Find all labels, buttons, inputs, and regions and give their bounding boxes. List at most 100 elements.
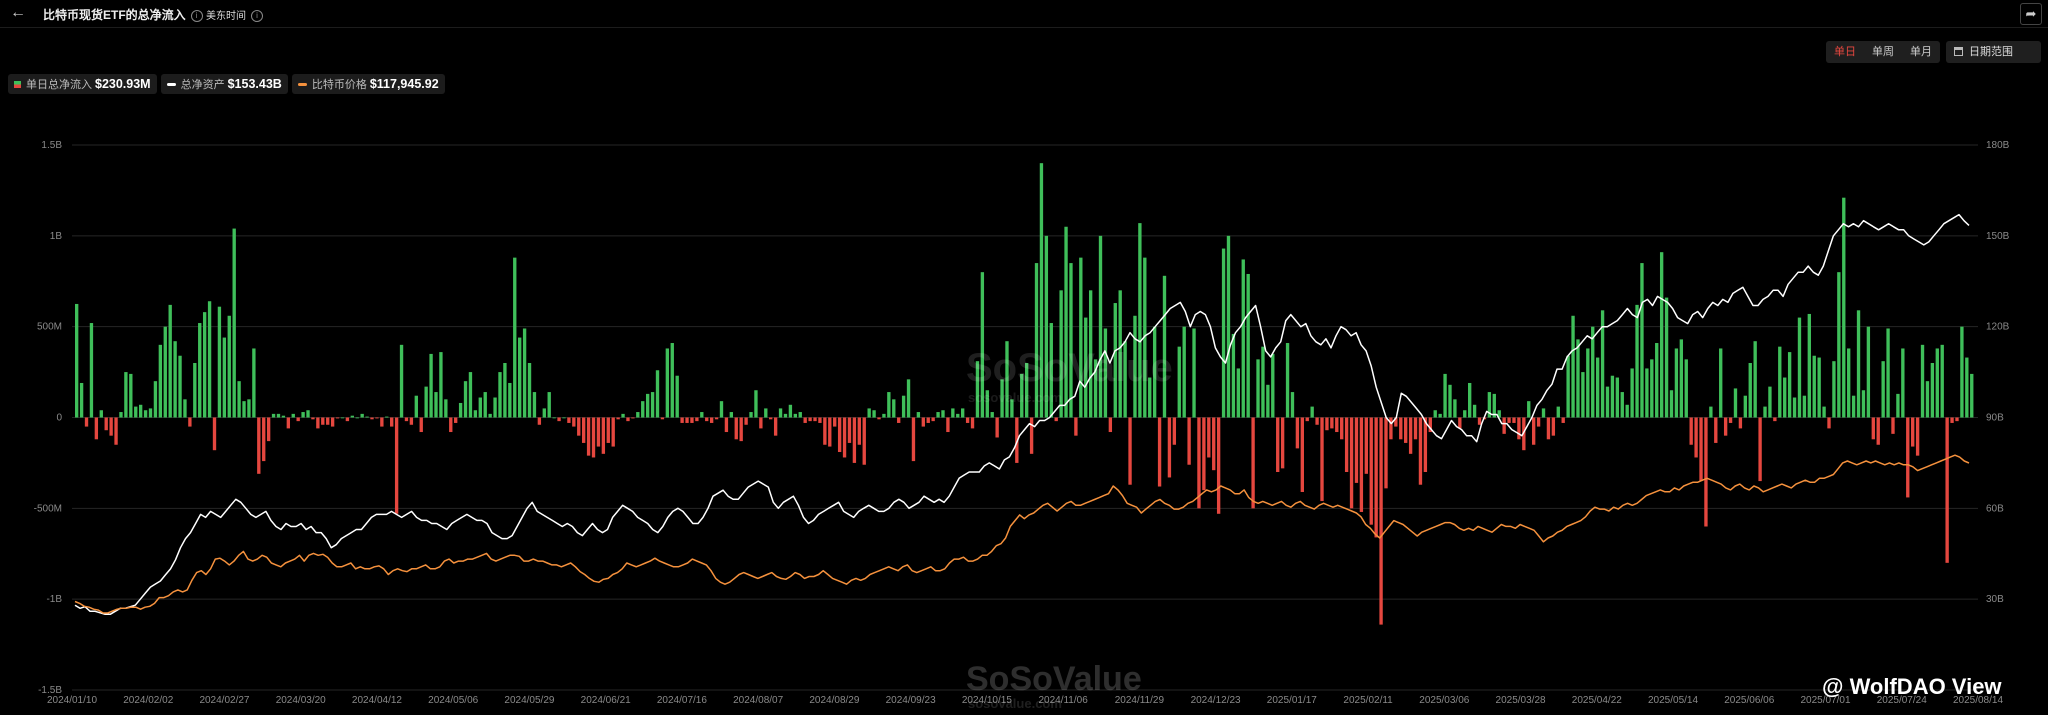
outflow-bar [1827, 417, 1831, 429]
inflow-bar [778, 408, 783, 418]
timezone-text: 美东时间 [206, 11, 246, 22]
outflow-bar [1704, 417, 1708, 527]
outflow-bar [1054, 417, 1058, 422]
inflow-bar [1133, 315, 1137, 418]
inflow-bar [1581, 372, 1585, 418]
inflow-bar [1684, 359, 1688, 418]
inflow-bar [1856, 310, 1861, 418]
outflow-bar [1340, 417, 1344, 440]
outflow-bar [877, 417, 881, 420]
inflow-bar [956, 413, 960, 418]
inflow-bar [124, 372, 128, 418]
outflow-bar [1517, 417, 1521, 440]
watermark-center: SoSoValue [966, 346, 1173, 390]
x-tick-label: 2024/02/27 [199, 695, 249, 706]
outflow-bar [1300, 417, 1304, 492]
outflow-bar [995, 417, 999, 438]
x-tick-label: 2025/05/14 [1648, 695, 1698, 706]
inflow-bar [340, 417, 345, 419]
tab-monthly[interactable]: 单月 [1910, 46, 1932, 58]
inflow-bar [650, 392, 655, 418]
outflow-bar [1551, 417, 1556, 436]
outflow-bar [1172, 417, 1177, 445]
page-title-text: 比特币现货ETF的总净流入 [43, 8, 186, 22]
inflow-bar [1079, 257, 1083, 418]
inflow-bar [306, 410, 310, 418]
tab-daily[interactable]: 单日 [1834, 46, 1856, 58]
inflow-bar [1669, 390, 1674, 418]
inflow-bar [1103, 328, 1108, 418]
outflow-bar [577, 417, 581, 436]
outflow-bar [833, 417, 837, 427]
inflow-bar [1138, 223, 1142, 418]
outflow-bar [1728, 417, 1733, 423]
outflow-bar [1561, 417, 1565, 423]
inflow-bar [1453, 399, 1457, 418]
outflow-bar [404, 417, 409, 422]
timezone-info-icon[interactable]: i [251, 10, 263, 22]
outflow-bar [690, 417, 694, 423]
inflow-bar [1433, 410, 1437, 418]
outflow-bar [695, 417, 699, 422]
outflow-bar [586, 417, 591, 456]
inflow-bar [1787, 352, 1792, 418]
inflow-bar [75, 303, 79, 418]
outflow-bar [409, 417, 414, 425]
date-range-label: 日期范围 [1969, 46, 2013, 58]
inflow-bar [621, 413, 625, 418]
outflow-bar [837, 417, 842, 453]
legend-item-btc-price[interactable]: 比特币价格 $117,945.92 [291, 74, 445, 94]
outflow-bar [1344, 417, 1349, 472]
inflow-bar [1266, 384, 1270, 418]
back-arrow-icon[interactable]: ← [10, 4, 26, 21]
legend-item-net-inflow[interactable]: 单日总净流入 $230.93M [8, 74, 157, 94]
outflow-bar [818, 417, 822, 423]
outflow-bar [1408, 417, 1413, 454]
outflow-bar [1723, 417, 1728, 436]
outflow-bar [1384, 417, 1388, 489]
outflow-bar [1871, 417, 1875, 440]
inflow-bar [1088, 290, 1093, 418]
inflow-bar [163, 326, 167, 418]
outflow-bar [557, 417, 561, 422]
inflow-bar [1886, 328, 1890, 418]
outflow-bar [921, 417, 925, 427]
inflow-bar [665, 348, 670, 418]
x-tick-label: 2024/11/29 [1115, 695, 1165, 706]
inflow-bar [1610, 375, 1615, 418]
outflow-bar [1369, 417, 1373, 525]
inflow-bar [1615, 377, 1620, 418]
tab-weekly[interactable]: 单周 [1872, 46, 1894, 58]
outflow-bar [631, 417, 635, 419]
inflow-bar [143, 410, 148, 418]
inflow-bar [473, 410, 478, 418]
date-range-button[interactable]: 日期范围 [1946, 41, 2041, 63]
inflow-bar [227, 315, 231, 418]
outflow-bar [759, 417, 763, 429]
inflow-bar [867, 408, 871, 418]
outflow-bar [739, 417, 743, 442]
outflow-bar [1207, 417, 1211, 458]
inflow-bar [1659, 252, 1664, 418]
inflow-bar [271, 413, 276, 418]
x-tick-label: 2025/01/17 [1267, 695, 1317, 706]
inflow-bar [232, 228, 236, 418]
info-icon[interactable]: i [190, 10, 203, 22]
legend-item-net-assets[interactable]: 总净资产 $153.43B [160, 74, 288, 94]
inflow-bar [424, 386, 428, 418]
outflow-bar [1315, 417, 1319, 425]
outflow-bar [1507, 417, 1511, 423]
share-icon[interactable]: ➦ [2020, 3, 2042, 25]
inflow-bar [1719, 348, 1723, 418]
outflow-bar [1689, 417, 1693, 445]
y-right-tick-label: 60B [1986, 503, 2004, 514]
inflow-bar [951, 408, 955, 418]
legend-value: $117,945.92 [369, 77, 439, 91]
inflow-bar [1098, 235, 1103, 418]
inflow-bar [1271, 353, 1275, 418]
inflow-bar [990, 412, 994, 418]
outflow-bar [1399, 417, 1403, 440]
inflow-bar [783, 413, 788, 418]
outflow-bar [616, 417, 620, 420]
inflow-bar [641, 401, 645, 418]
